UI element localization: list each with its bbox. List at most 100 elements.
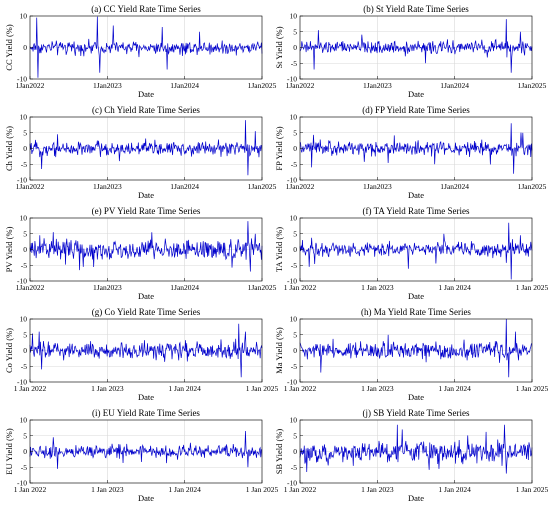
y-tick-label: 0 [293, 245, 297, 254]
chart-title: (i) EU Yield Rate Time Series [92, 408, 200, 418]
x-tick-label: 1Jan2023 [93, 81, 122, 90]
y-tick-label: 10 [290, 315, 298, 324]
x-tick-label: 1Jan2023 [93, 182, 122, 191]
panel-b: -10 -5 0 5 10 1Jan2022 1Jan2023 1Jan2024 1Jan202… [274, 4, 547, 99]
y-axis-label: FP Yield (%) [274, 126, 284, 170]
y-tick-label: 0 [293, 43, 297, 52]
y-tick-label: 0 [23, 43, 27, 52]
x-tick-label: 1 Jan 2022 [284, 485, 317, 494]
panel-e: -10 -5 0 5 10 1Jan2022 1Jan2023 1Jan2024 1Jan202… [4, 206, 277, 301]
x-tick-label: 1 Jan 2023 [361, 384, 394, 393]
y-axis-label: EU Yield (%) [4, 428, 14, 475]
x-tick-label: 1Jan2022 [286, 81, 315, 90]
y-tick-label: 5 [23, 128, 27, 137]
x-tick-label: 1Jan2024 [170, 283, 199, 292]
series-line [299, 424, 533, 474]
y-tick-label: -10 [17, 479, 27, 488]
x-tick-label: 1 Jan 2025 [246, 485, 279, 494]
x-axis-label: Date [138, 291, 154, 301]
series-line [29, 323, 263, 378]
y-tick-label: -5 [21, 261, 27, 270]
y-tick-label: -5 [291, 463, 297, 472]
y-tick-label: 0 [23, 346, 27, 355]
panel-j: -10 -5 0 5 10 1 Jan 2022 1 Jan 2023 1 Jan 2024 1… [274, 408, 548, 503]
chart-title: (g) Co Yield Rate Time Series [92, 307, 201, 317]
y-tick-label: 10 [290, 214, 298, 223]
panel-i: -10 -5 0 5 10 1 Jan 2022 1 Jan 2023 1 Jan 2024 1… [4, 408, 278, 503]
chart-title: (h) Ma Yield Rate Time Series [361, 307, 471, 317]
series-line [29, 16, 263, 78]
x-tick-label: 1 Jan 2025 [516, 384, 549, 393]
y-tick-label: 5 [293, 330, 297, 339]
panel-d: -10 -5 0 5 10 1Jan2022 1Jan2023 1Jan2024 1Jan202… [274, 105, 547, 200]
panel-g: -10 -5 0 5 10 1 Jan 2022 1 Jan 2023 1 Jan 2024 1… [4, 307, 278, 402]
chart-title: (e) PV Yield Rate Time Series [92, 206, 201, 216]
y-tick-label: -5 [21, 362, 27, 371]
chart-title: (d) FP Yield Rate Time Series [362, 105, 470, 115]
x-axis-label: Date [408, 291, 424, 301]
x-tick-label: 1 Jan 2023 [91, 485, 124, 494]
x-axis-label: Date [408, 493, 424, 503]
y-tick-label: -10 [287, 479, 297, 488]
y-axis-label: Ma Yield (%) [274, 327, 284, 374]
y-axis-label: TA Yield (%) [274, 227, 284, 272]
y-tick-label: -10 [17, 176, 27, 185]
x-tick-label: 1 Jan 2024 [438, 283, 471, 292]
y-tick-label: 0 [23, 245, 27, 254]
y-tick-label: -10 [287, 75, 297, 84]
x-tick-label: 1Jan2023 [363, 182, 392, 191]
y-tick-label: 5 [293, 431, 297, 440]
x-tick-label: 1Jan2023 [363, 81, 392, 90]
y-tick-label: 10 [20, 12, 28, 21]
y-tick-label: 10 [20, 416, 28, 425]
x-tick-label: 1Jan2024 [440, 81, 469, 90]
y-tick-label: 5 [293, 229, 297, 238]
series-line [299, 123, 533, 174]
x-axis-label: Date [138, 89, 154, 99]
x-tick-label: 1 Jan 2025 [516, 485, 549, 494]
y-tick-label: 0 [293, 447, 297, 456]
x-tick-label: 1 Jan 2024 [438, 485, 471, 494]
y-tick-label: -5 [21, 463, 27, 472]
x-tick-label: 1Jan2022 [16, 283, 45, 292]
series-line [29, 120, 263, 176]
y-tick-label: 5 [293, 27, 297, 36]
y-tick-label: -10 [17, 378, 27, 387]
chart-title: (b) St Yield Rate Time Series [363, 4, 469, 14]
y-tick-label: -5 [291, 160, 297, 169]
x-tick-label: 1 Jan 2023 [361, 485, 394, 494]
y-axis-label: Ch Yield (%) [4, 126, 14, 171]
y-axis-label: St Yield (%) [274, 26, 284, 68]
y-tick-label: 10 [20, 315, 28, 324]
x-tick-label: 1 Jan 2022 [14, 384, 47, 393]
y-tick-label: -5 [291, 362, 297, 371]
x-tick-label: 1Jan2025 [248, 81, 277, 90]
x-tick-label: 1Jan2025 [518, 182, 547, 191]
x-tick-label: 1Jan2022 [16, 182, 45, 191]
x-axis-label: Date [138, 493, 154, 503]
x-tick-label: 1Jan2025 [248, 182, 277, 191]
x-axis-label: Date [138, 190, 154, 200]
x-tick-label: 1Jan2025 [518, 81, 547, 90]
x-tick-label: 1 Jan 2024 [438, 384, 471, 393]
series-line [29, 221, 263, 272]
y-axis-label: Co Yield (%) [4, 328, 14, 373]
panel-h: -10 -5 0 5 10 1 Jan 2022 1 Jan 2023 1 Jan 2024 1… [274, 307, 548, 402]
panel-a: -10 0 10 1Jan2022 1Jan2023 1Jan2024 1Jan2025 (a… [4, 4, 277, 99]
y-tick-label: -5 [291, 59, 297, 68]
y-tick-label: -10 [17, 277, 27, 286]
y-tick-label: -10 [287, 176, 297, 185]
y-tick-label: -10 [287, 277, 297, 286]
x-tick-label: 1Jan2024 [440, 182, 469, 191]
y-tick-label: -5 [21, 160, 27, 169]
x-tick-label: 1 Jan 2024 [168, 485, 201, 494]
y-tick-label: 5 [293, 128, 297, 137]
x-tick-label: 1 Jan 2024 [168, 384, 201, 393]
x-tick-label: 1 Jan 2023 [91, 384, 124, 393]
y-tick-label: 5 [23, 330, 27, 339]
x-tick-label: 1Jan2023 [93, 283, 122, 292]
y-axis-label: SB Yield (%) [274, 429, 284, 475]
series-line [299, 222, 533, 280]
x-tick-label: 1Jan2024 [170, 81, 199, 90]
